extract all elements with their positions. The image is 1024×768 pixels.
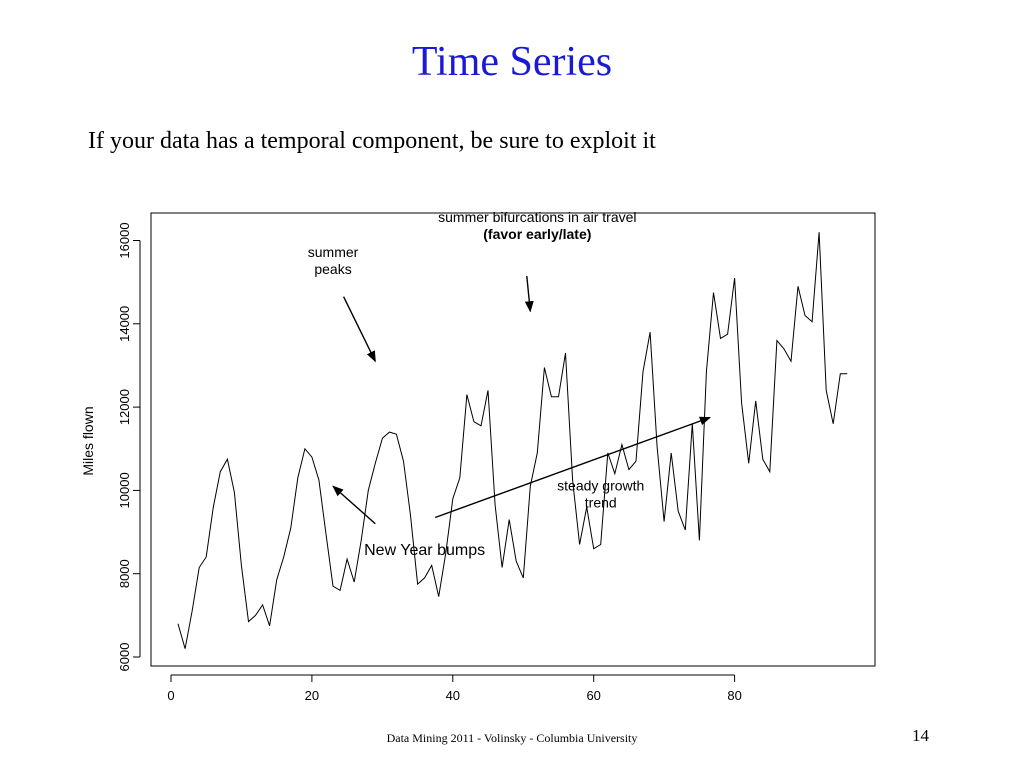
y-tick-label: 12000 bbox=[117, 389, 132, 425]
y-axis: 6000 8000 10000 12000 14000 16000 bbox=[117, 222, 141, 672]
annotations: summer bifurcations in air travel(favor … bbox=[308, 209, 711, 559]
x-tick-label: 60 bbox=[586, 688, 600, 703]
x-axis: 0 20 40 60 80 bbox=[167, 674, 742, 703]
annotation-arrow bbox=[342, 296, 376, 363]
annotation-text: (favor early/late) bbox=[483, 226, 591, 242]
annotation-text: New Year bumps bbox=[364, 542, 485, 559]
annotation-arrow bbox=[434, 416, 711, 519]
annotation-text: trend bbox=[585, 494, 617, 510]
y-tick-label: 10000 bbox=[117, 472, 132, 508]
annotation-text: steady growth bbox=[557, 477, 644, 493]
annotation-text: summer bbox=[308, 244, 359, 260]
series-line-miles-flown bbox=[177, 232, 848, 649]
y-axis-label: Miles flown bbox=[80, 406, 96, 475]
slide-subtitle: If your data has a temporal component, b… bbox=[88, 128, 656, 154]
footer-text: Data Mining 2011 - Volinsky - Columbia U… bbox=[386, 731, 638, 745]
plot-frame bbox=[150, 212, 876, 667]
y-tick-label: 16000 bbox=[117, 222, 132, 258]
y-tick-label: 6000 bbox=[117, 643, 132, 672]
x-tick-label: 80 bbox=[727, 688, 741, 703]
y-tick-label: 14000 bbox=[117, 306, 132, 342]
slide-title: Time Series bbox=[411, 39, 613, 85]
annotation-text: peaks bbox=[314, 261, 351, 277]
annotation-text: summer bifurcations in air travel bbox=[438, 209, 636, 225]
x-tick-label: 20 bbox=[305, 688, 319, 703]
x-tick-label: 0 bbox=[167, 688, 174, 703]
y-tick-label: 8000 bbox=[117, 559, 132, 588]
x-tick-label: 40 bbox=[446, 688, 460, 703]
annotation-arrow bbox=[332, 485, 376, 525]
annotation-arrow bbox=[524, 275, 534, 313]
page-number: 14 bbox=[912, 726, 929, 745]
